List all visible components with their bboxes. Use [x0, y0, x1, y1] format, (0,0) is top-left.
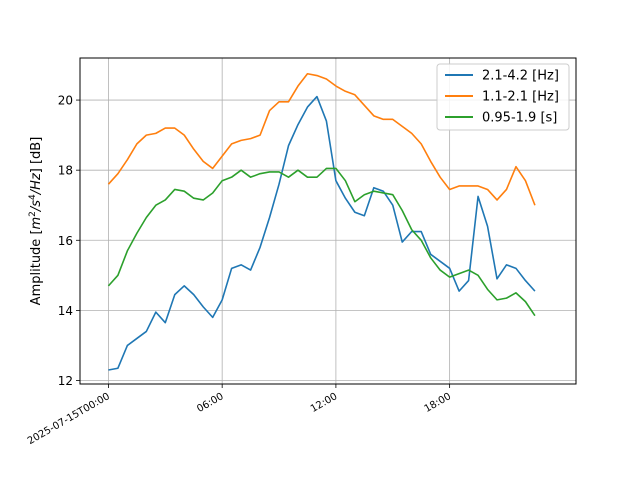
y-tick-label: 16	[58, 234, 73, 248]
y-axis: 12 14 16 18 20	[58, 94, 80, 388]
legend-label: 0.95-1.9 [s]	[482, 111, 557, 126]
legend-label: 1.1-2.1 [Hz]	[482, 90, 559, 105]
legend-box	[436, 63, 570, 131]
y-tick-label: 14	[58, 304, 73, 318]
legend: 2.1-4.2 [Hz] 1.1-2.1 [Hz] 0.95-1.9 [s]	[436, 63, 570, 131]
plot-frame	[79, 57, 577, 385]
y-tick-label: 18	[58, 164, 73, 178]
y-tick-label: 12	[58, 374, 73, 388]
y-axis-title: Amplitude [m2/s4/Hz] [dB]	[28, 137, 44, 306]
legend-label: 2.1-4.2 [Hz]	[482, 69, 559, 84]
series-line-1	[108, 95, 536, 371]
y-tick-label: 20	[58, 94, 73, 108]
series-line-3	[107, 167, 536, 317]
series-line-2	[107, 72, 536, 206]
series-layer	[107, 72, 536, 371]
